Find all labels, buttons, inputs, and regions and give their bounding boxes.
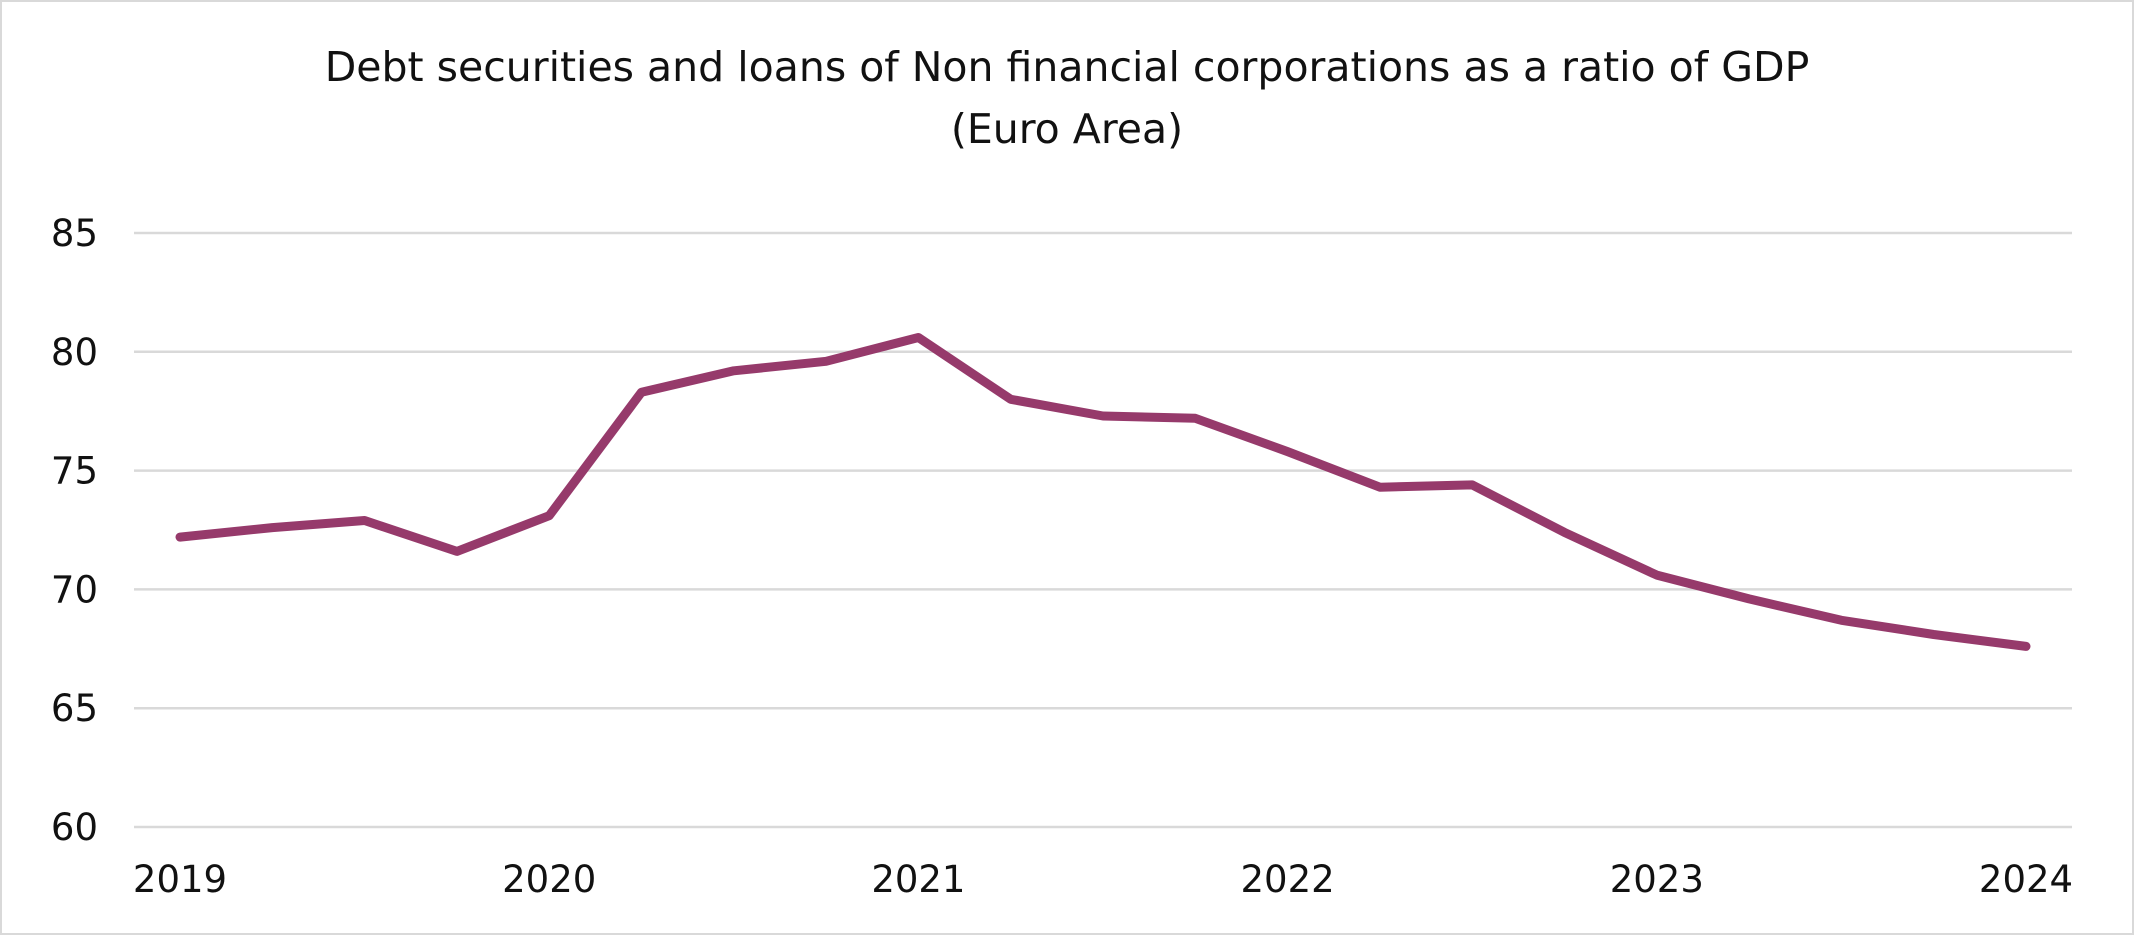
x-tick-label: 2022: [1241, 858, 1335, 901]
data-point: [917, 337, 919, 339]
data-point: [1840, 619, 1842, 621]
data-point: [1010, 398, 1012, 400]
chart-title-line: Debt securities and loans of Non financi…: [324, 43, 1810, 91]
x-tick-label: 2024: [1979, 858, 2073, 901]
data-point: [364, 519, 366, 521]
data-point: [1656, 574, 1658, 576]
data-point: [548, 515, 550, 517]
data-point: [1102, 415, 1104, 417]
data-point: [1379, 486, 1381, 488]
series-line-0: [175, 333, 2031, 651]
x-axis-ticks: 2019 2020 2021 2022 2023 2024: [133, 858, 2073, 901]
gridlines: [134, 231, 2072, 829]
y-tick-label: 60: [51, 806, 98, 849]
data-point: [271, 527, 273, 529]
y-tick-label: 75: [51, 450, 98, 493]
data-point: [456, 550, 458, 552]
data-point: [733, 370, 735, 372]
data-point: [1748, 598, 1750, 600]
x-tick-label: 2021: [871, 858, 965, 901]
data-point: [825, 360, 827, 362]
data-point: [1564, 531, 1565, 533]
y-tick-label: 70: [51, 568, 98, 611]
data-point: [1933, 634, 1935, 636]
x-tick-label: 2020: [502, 858, 596, 901]
series-group: [175, 333, 2031, 651]
y-tick-label: 65: [51, 687, 98, 730]
x-tick-label: 2023: [1610, 858, 1704, 901]
data-point: [1287, 451, 1289, 453]
chart-subtitle: (Euro Area): [950, 105, 1184, 153]
data-point: [179, 536, 181, 538]
chart-title: Debt securities and loans of Non financi…: [0, 36, 2134, 160]
y-tick-label: 80: [51, 331, 98, 374]
y-axis-ticks: 60 65 70 75 80 85: [51, 212, 98, 849]
x-tick-label: 2019: [133, 858, 227, 901]
data-point: [1194, 417, 1196, 419]
data-point: [1471, 484, 1473, 486]
data-point: [641, 391, 642, 393]
data-point: [2025, 645, 2027, 647]
y-tick-label: 85: [51, 212, 98, 255]
